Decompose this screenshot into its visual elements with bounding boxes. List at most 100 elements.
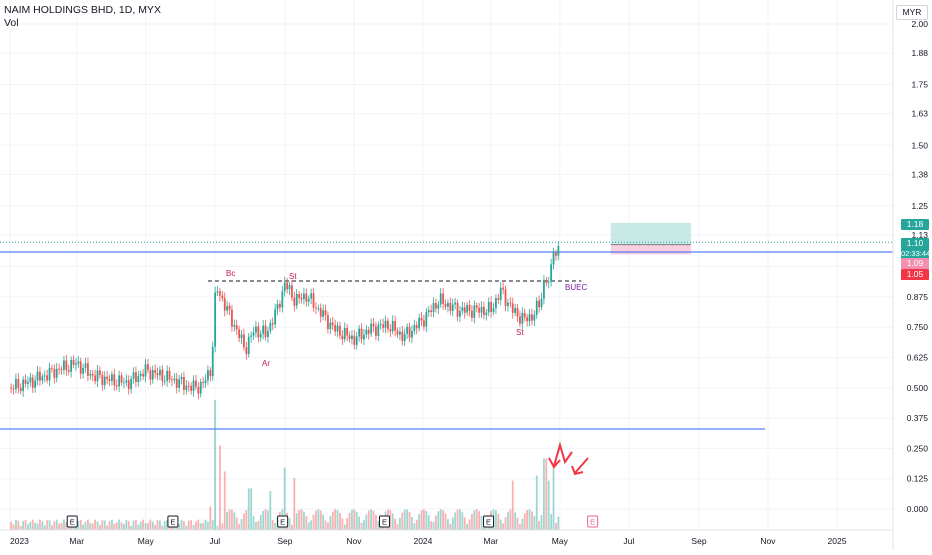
volume-bar [463,517,466,530]
price-tick-4: 1.50 [911,140,928,150]
candle-body [526,317,529,322]
volume-bar [96,521,99,530]
candle-body [490,301,493,312]
volume-bar [533,515,536,530]
earnings-marker-label-3: E [382,518,387,527]
candle-body [211,346,214,377]
volume-bar [156,520,159,530]
candle-body [298,293,301,298]
position-tool[interactable] [610,222,692,255]
volume-legend-label[interactable]: Vol [4,17,19,29]
volume-bar [180,519,183,530]
candle-body [502,287,505,290]
candle-body [175,378,178,388]
candle-body [113,374,116,386]
candle-body [60,369,63,371]
candle-body [108,379,111,382]
candle-body [317,308,320,309]
volume-bar [41,521,44,530]
candle-body [151,370,154,380]
volume-bar [108,521,111,530]
volume-bar [471,513,473,530]
price-tick-11: 0.625 [907,352,929,362]
candle-body [267,331,269,338]
volume-bar [526,510,529,530]
symbol-title[interactable]: NAIM HOLDINGS BHD, 1D, MYX [4,4,161,16]
candle-body [507,302,509,307]
price-tick-5: 1.38 [911,169,928,179]
candle-body [132,372,135,379]
candle-body [432,303,435,312]
price-tick-6: 1.25 [911,201,928,211]
candle-body [161,369,164,382]
volume-bar [120,522,123,530]
candle-body [408,326,411,338]
candle-body [358,328,361,337]
candle-body [137,375,140,382]
candle-body [531,314,533,321]
volume-bar [202,522,205,530]
volume-bar [341,518,344,530]
candle-body [46,375,49,381]
volume-bar [499,519,502,530]
volume-bar [283,467,286,530]
volume-bar [298,509,301,530]
volume-bar [10,521,13,530]
volume-bar [437,511,440,530]
candle-body [228,305,231,310]
volume-bar [231,509,233,530]
volume-bar [413,523,416,530]
price-tick-15: 0.125 [907,474,929,484]
candle-body [96,370,99,382]
candle-body [463,307,466,313]
candle-body [63,360,65,370]
candle-body [195,380,197,387]
candle-body [103,376,106,386]
earnings-marker-label-1: E [170,518,175,527]
target-zone [610,222,692,245]
candle-body [370,323,373,334]
time-axis[interactable]: 2023 Mar May Jul Sep Nov 2024 Mar May Jul Sep Nov 20… [0,529,893,546]
volume-bar [259,514,262,530]
volume-bar [427,515,430,530]
candle-body [29,377,32,383]
candle-body [495,298,497,309]
candle-body [204,380,207,383]
volume-bar [365,514,368,530]
volume-bar [415,519,418,530]
volume-bar [543,458,545,530]
candle-body [202,381,205,383]
volume-bar [219,445,221,530]
earnings-marker-0 [66,515,78,528]
candle-body [111,374,113,382]
volume-bar [331,511,334,530]
currency-button[interactable]: MYR [896,5,928,20]
volume-bar [199,523,202,530]
candle-body [418,317,421,329]
horizontal-lines[interactable] [0,241,893,430]
candle-body [171,379,173,381]
candle-body [144,364,147,377]
candle-body [255,326,257,333]
volume-bar [111,519,113,530]
candle-body [123,382,125,384]
candle-body [389,328,392,332]
volume-bar [154,524,157,530]
candle-body [15,378,17,390]
volume-bar [39,519,41,530]
candle-body [557,246,560,256]
volume-bar [130,525,133,530]
candle-body [135,372,137,382]
volume-bar [17,520,20,530]
candle-body [252,332,255,336]
volume-bar [262,510,265,530]
candle-body [382,324,385,328]
candle-body [341,335,344,340]
candle-body [538,300,541,308]
candle-body [473,305,476,318]
candle-body [329,322,332,330]
volume-bar [264,509,267,530]
volume-bar [456,509,459,530]
